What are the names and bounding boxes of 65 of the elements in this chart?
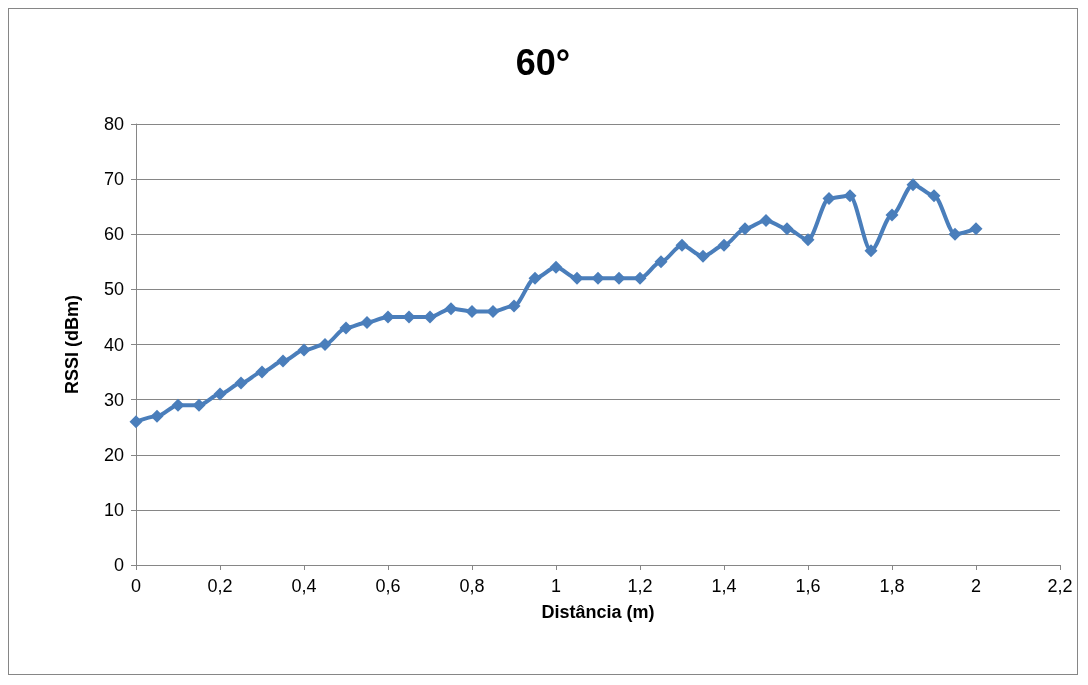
point (801, 233, 815, 247)
y-tick-label: 50 (103, 279, 124, 300)
x-tick-label: 0 (130, 576, 142, 596)
chart-title: 60° (515, 41, 571, 83)
x-tick-label: 1 (550, 576, 562, 596)
point (864, 244, 878, 258)
point (381, 310, 395, 324)
x-tick-label: 1,4 (711, 576, 737, 596)
point (822, 191, 836, 205)
point (948, 227, 962, 241)
point (570, 271, 584, 285)
point (780, 222, 794, 236)
x-tick-label: 1,2 (627, 576, 653, 596)
x-tick-label: 1,8 (879, 576, 905, 596)
point (528, 271, 542, 285)
point (738, 222, 752, 236)
x-tick-label: 0,8 (459, 576, 485, 596)
point (486, 304, 500, 318)
y-tick-label: 60 (103, 224, 124, 245)
point (654, 255, 668, 269)
y-tick-label: 0 (113, 555, 124, 575)
point (234, 376, 248, 390)
point (591, 271, 605, 285)
y-tick-label: 30 (103, 389, 124, 410)
point (213, 387, 227, 401)
point (717, 238, 731, 252)
point (549, 260, 563, 274)
point (843, 189, 857, 203)
point (906, 178, 920, 192)
x-tick-label: 0,4 (291, 576, 317, 596)
point (885, 208, 899, 222)
point (297, 343, 311, 357)
point (927, 189, 941, 203)
y-tick-label: 20 (103, 444, 124, 465)
point (192, 398, 206, 412)
point (612, 271, 626, 285)
point (339, 321, 353, 335)
x-tick-label: 2,2 (1047, 576, 1073, 596)
point (360, 315, 374, 329)
point (318, 338, 332, 351)
x-tick-label: 0,6 (375, 576, 401, 596)
point (255, 365, 269, 379)
x-tick-label: 2 (970, 576, 982, 596)
point (507, 299, 521, 313)
point (633, 271, 647, 285)
point (150, 409, 164, 423)
point (444, 302, 458, 316)
point (276, 354, 290, 368)
point (969, 222, 983, 236)
y-tick-label: 40 (103, 334, 124, 355)
y-tick-label: 80 (103, 114, 124, 134)
point (423, 310, 437, 324)
point (171, 398, 185, 412)
point (696, 249, 710, 263)
x-tick-label: 0,2 (207, 576, 233, 596)
x-tick-label: 1,6 (795, 576, 821, 596)
x-axis-title: Distância (m) (541, 602, 655, 622)
y-tick-label: 10 (103, 499, 124, 520)
point (129, 415, 143, 429)
point (465, 304, 479, 318)
y-axis-title: RSSI (dBm) (62, 294, 82, 394)
point (759, 213, 773, 227)
y-tick-label: 70 (103, 169, 124, 190)
point (675, 238, 689, 252)
point (402, 310, 416, 324)
